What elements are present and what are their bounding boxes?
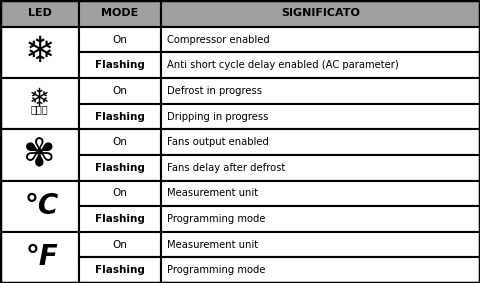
Bar (0, 232, 79, 283)
Text: Measurement unit: Measurement unit (167, 188, 258, 198)
Bar (79, 206, 161, 232)
Text: Flashing: Flashing (95, 163, 145, 173)
Bar (0, 0, 79, 27)
Bar (161, 206, 480, 232)
Bar (79, 181, 161, 206)
Text: Programming mode: Programming mode (167, 265, 265, 275)
Bar (161, 181, 480, 206)
Text: Flashing: Flashing (95, 265, 145, 275)
Text: On: On (113, 35, 127, 45)
Text: °C: °C (25, 192, 59, 220)
Bar (161, 53, 480, 78)
Bar (79, 129, 161, 155)
Text: On: On (113, 188, 127, 198)
Bar (0, 129, 79, 181)
Bar (79, 0, 161, 27)
Bar (0, 78, 79, 129)
Text: Compressor enabled: Compressor enabled (167, 35, 269, 45)
Text: Fans output enabled: Fans output enabled (167, 137, 268, 147)
Bar (161, 0, 480, 27)
Text: Flashing: Flashing (95, 60, 145, 70)
Text: SIGNIFICATO: SIGNIFICATO (281, 8, 360, 18)
Bar (0, 181, 79, 232)
Text: Fans delay after defrost: Fans delay after defrost (167, 163, 285, 173)
Bar (161, 232, 480, 258)
Text: MODE: MODE (101, 8, 139, 18)
Bar (79, 104, 161, 129)
Text: Measurement unit: Measurement unit (167, 240, 258, 250)
Text: Dripping in progress: Dripping in progress (167, 112, 268, 121)
Bar (79, 27, 161, 53)
Bar (79, 258, 161, 283)
Text: Defrost in progress: Defrost in progress (167, 86, 262, 96)
Bar (79, 155, 161, 181)
Text: ❄: ❄ (24, 35, 55, 70)
Text: LED: LED (28, 8, 51, 18)
Text: ❄: ❄ (29, 87, 50, 111)
Bar (161, 258, 480, 283)
Bar (161, 155, 480, 181)
Text: 💧💧💧: 💧💧💧 (31, 104, 48, 114)
Bar (161, 129, 480, 155)
Text: ✾: ✾ (24, 136, 56, 174)
Text: Anti short cycle delay enabled (AC parameter): Anti short cycle delay enabled (AC param… (167, 60, 398, 70)
Bar (0, 27, 79, 78)
Bar (161, 27, 480, 53)
Text: On: On (113, 240, 127, 250)
Text: Programming mode: Programming mode (167, 214, 265, 224)
Bar (79, 232, 161, 258)
Text: °F: °F (25, 243, 59, 271)
Bar (161, 104, 480, 129)
Text: On: On (113, 86, 127, 96)
Text: On: On (113, 137, 127, 147)
Bar (79, 78, 161, 104)
Text: Flashing: Flashing (95, 112, 145, 121)
Bar (79, 53, 161, 78)
Bar (161, 78, 480, 104)
Text: Flashing: Flashing (95, 214, 145, 224)
